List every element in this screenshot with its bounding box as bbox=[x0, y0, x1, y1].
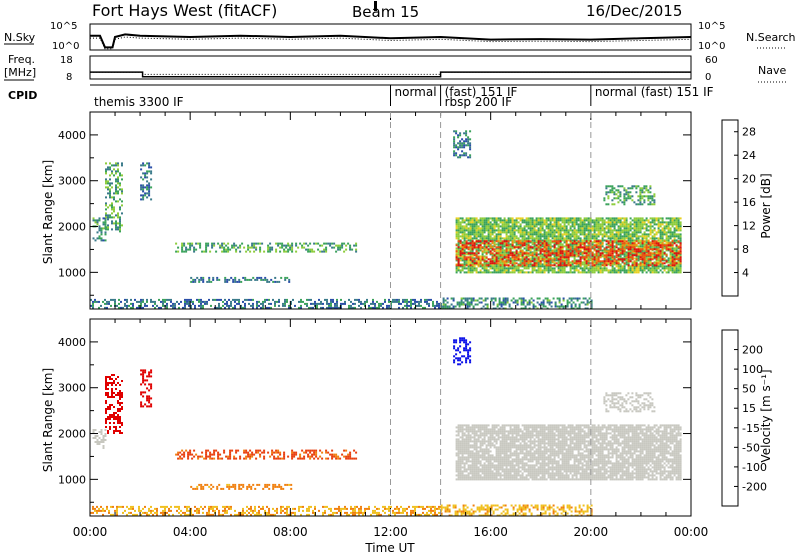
time-tick-label-5: 20:00 bbox=[574, 525, 609, 539]
nave-series-line bbox=[90, 71, 691, 75]
time-tick-label-0: 00:00 bbox=[73, 525, 108, 539]
velocity-echo-region-1 bbox=[105, 374, 123, 434]
power-echo-region-3 bbox=[175, 242, 358, 253]
cpid-program-2: (fast) 151 IF bbox=[445, 85, 518, 99]
power-echo-region-6 bbox=[440, 297, 593, 310]
power-ylabel: Slant Range [km] bbox=[41, 160, 55, 264]
power-echo-region-4 bbox=[190, 276, 291, 283]
power-echo-region-5 bbox=[90, 298, 442, 309]
power-ytick-label-1: 2000 bbox=[58, 221, 86, 234]
power-colorbar-tick-label-3: 16 bbox=[742, 196, 756, 209]
power-colorbar-tick-label-2: 12 bbox=[742, 220, 756, 233]
nsearch-label: N.Search bbox=[746, 31, 796, 44]
nsearch-series-line bbox=[90, 36, 692, 50]
power-echo-region-10 bbox=[603, 185, 656, 206]
velocity-colorbar-tick-label-2: -50 bbox=[742, 441, 760, 454]
cpid-label: CPID bbox=[8, 89, 37, 102]
date-label: 16/Dec/2015 bbox=[586, 2, 682, 20]
power-echo-region-0 bbox=[92, 217, 107, 242]
time-tick-label-2: 08:00 bbox=[273, 525, 308, 539]
nsky-tick-top: 10^5 bbox=[50, 21, 77, 32]
nsearch-tick-bottom: 10^0 bbox=[698, 41, 725, 52]
nave-label: Nave bbox=[758, 64, 786, 77]
freq-tick-bottom: 8 bbox=[66, 72, 72, 83]
time-xlabel: Time UT bbox=[364, 541, 415, 554]
power-ytick-label-2: 3000 bbox=[58, 175, 86, 188]
nsky-tick-bottom: 10^0 bbox=[52, 41, 79, 52]
freq-series-line bbox=[90, 71, 691, 78]
velocity-colorbar-tick-label-0: -200 bbox=[742, 480, 767, 493]
cpid-program-3: rbsp 200 IF bbox=[445, 95, 512, 109]
power-echo-region-2 bbox=[140, 162, 153, 201]
power-colorbar-tick-label-6: 28 bbox=[742, 126, 756, 139]
time-tick-label-6: 00:00 bbox=[674, 525, 709, 539]
velocity-colorbar-tick-label-5: 50 bbox=[742, 383, 756, 396]
time-tick-label-4: 16:00 bbox=[473, 525, 508, 539]
time-tick-label-1: 04:00 bbox=[173, 525, 208, 539]
freq-tick-top: 18 bbox=[60, 55, 73, 66]
nave-tick-bottom: 0 bbox=[705, 72, 711, 83]
velocity-echo-region-9 bbox=[603, 392, 656, 413]
velocity-colorbar-tick-label-1: -100 bbox=[742, 461, 767, 474]
power-colorbar-tick-label-0: 4 bbox=[742, 267, 749, 280]
velocity-echo-region-5 bbox=[90, 505, 442, 516]
velocity-echo-region-3 bbox=[175, 449, 358, 460]
velocity-colorbar-frame bbox=[721, 329, 739, 507]
power-colorbar-frame bbox=[721, 119, 739, 297]
beam-marker bbox=[374, 1, 377, 11]
power-panel-frame bbox=[89, 111, 692, 310]
cpid-program-1: normal bbox=[395, 85, 437, 99]
velocity-colorbar-tick-label-6: 100 bbox=[742, 363, 763, 376]
velocity-colorbar-tick-label-7: 200 bbox=[742, 344, 763, 357]
power-ytick-label-3: 4000 bbox=[58, 129, 86, 142]
velocity-echoes bbox=[90, 337, 682, 517]
velocity-echo-region-6 bbox=[440, 504, 593, 517]
time-axis: 00:00 04:00 08:00 12:00 16:00 20:00 00:00 bbox=[73, 525, 709, 539]
power-colorbar-tick-label-5: 24 bbox=[742, 149, 756, 162]
nsearch-tick-top: 10^5 bbox=[698, 21, 725, 32]
plot-title: Fort Hays West (fitACF) bbox=[92, 1, 277, 20]
nsky-label: N.Sky bbox=[4, 31, 36, 44]
velocity-ytick-label-0: 1000 bbox=[58, 473, 86, 486]
velocity-axes: 1000 2000 3000 4000 bbox=[58, 318, 692, 516]
velocity-ylabel: Slant Range [km] bbox=[41, 368, 55, 472]
power-echo-region-1 bbox=[105, 162, 123, 233]
velocity-echo-region-2 bbox=[140, 369, 153, 408]
power-colorbar-tick-label-4: 20 bbox=[742, 173, 756, 186]
velocity-echo-region-8 bbox=[453, 337, 472, 366]
velocity-echo-region-4 bbox=[190, 483, 293, 490]
velocity-colorbar-label: Velocity [m s⁻¹] bbox=[759, 369, 773, 462]
velocity-echo-region-0 bbox=[92, 429, 107, 449]
velocity-echo-region-7 bbox=[455, 424, 682, 481]
power-ytick-label-0: 1000 bbox=[58, 266, 86, 279]
cpid-program-4: normal (fast) 151 IF bbox=[595, 85, 714, 99]
power-colorbar: 4 8 12 16 20 24 28 bbox=[721, 119, 756, 297]
cpid-program-0: themis 3300 IF bbox=[94, 95, 184, 109]
power-colorbar-tick-label-1: 8 bbox=[742, 243, 749, 256]
nave-tick-top: 60 bbox=[705, 55, 718, 66]
freq-unit: [MHz] bbox=[4, 66, 36, 79]
power-echoes bbox=[90, 130, 682, 310]
nsky-series-line bbox=[90, 33, 692, 49]
velocity-colorbar: -200 -100 -50 -15 15 50 100 200 bbox=[721, 329, 767, 507]
time-tick-label-3: 12:00 bbox=[373, 525, 408, 539]
power-echo-region-9 bbox=[453, 130, 472, 159]
velocity-panel-frame bbox=[89, 318, 692, 517]
beam-label: Beam 15 bbox=[352, 3, 419, 21]
velocity-ytick-label-3: 4000 bbox=[58, 336, 86, 349]
freq-panel-frame bbox=[89, 55, 692, 80]
velocity-ytick-label-1: 2000 bbox=[58, 428, 86, 441]
velocity-ytick-label-2: 3000 bbox=[58, 382, 86, 395]
velocity-colorbar-tick-label-4: 15 bbox=[742, 402, 756, 415]
freq-label: Freq. bbox=[8, 53, 35, 66]
power-colorbar-label: Power [dB] bbox=[759, 173, 773, 238]
velocity-colorbar-tick-label-3: -15 bbox=[742, 422, 760, 435]
power-axes: 1000 2000 3000 4000 bbox=[58, 111, 692, 309]
